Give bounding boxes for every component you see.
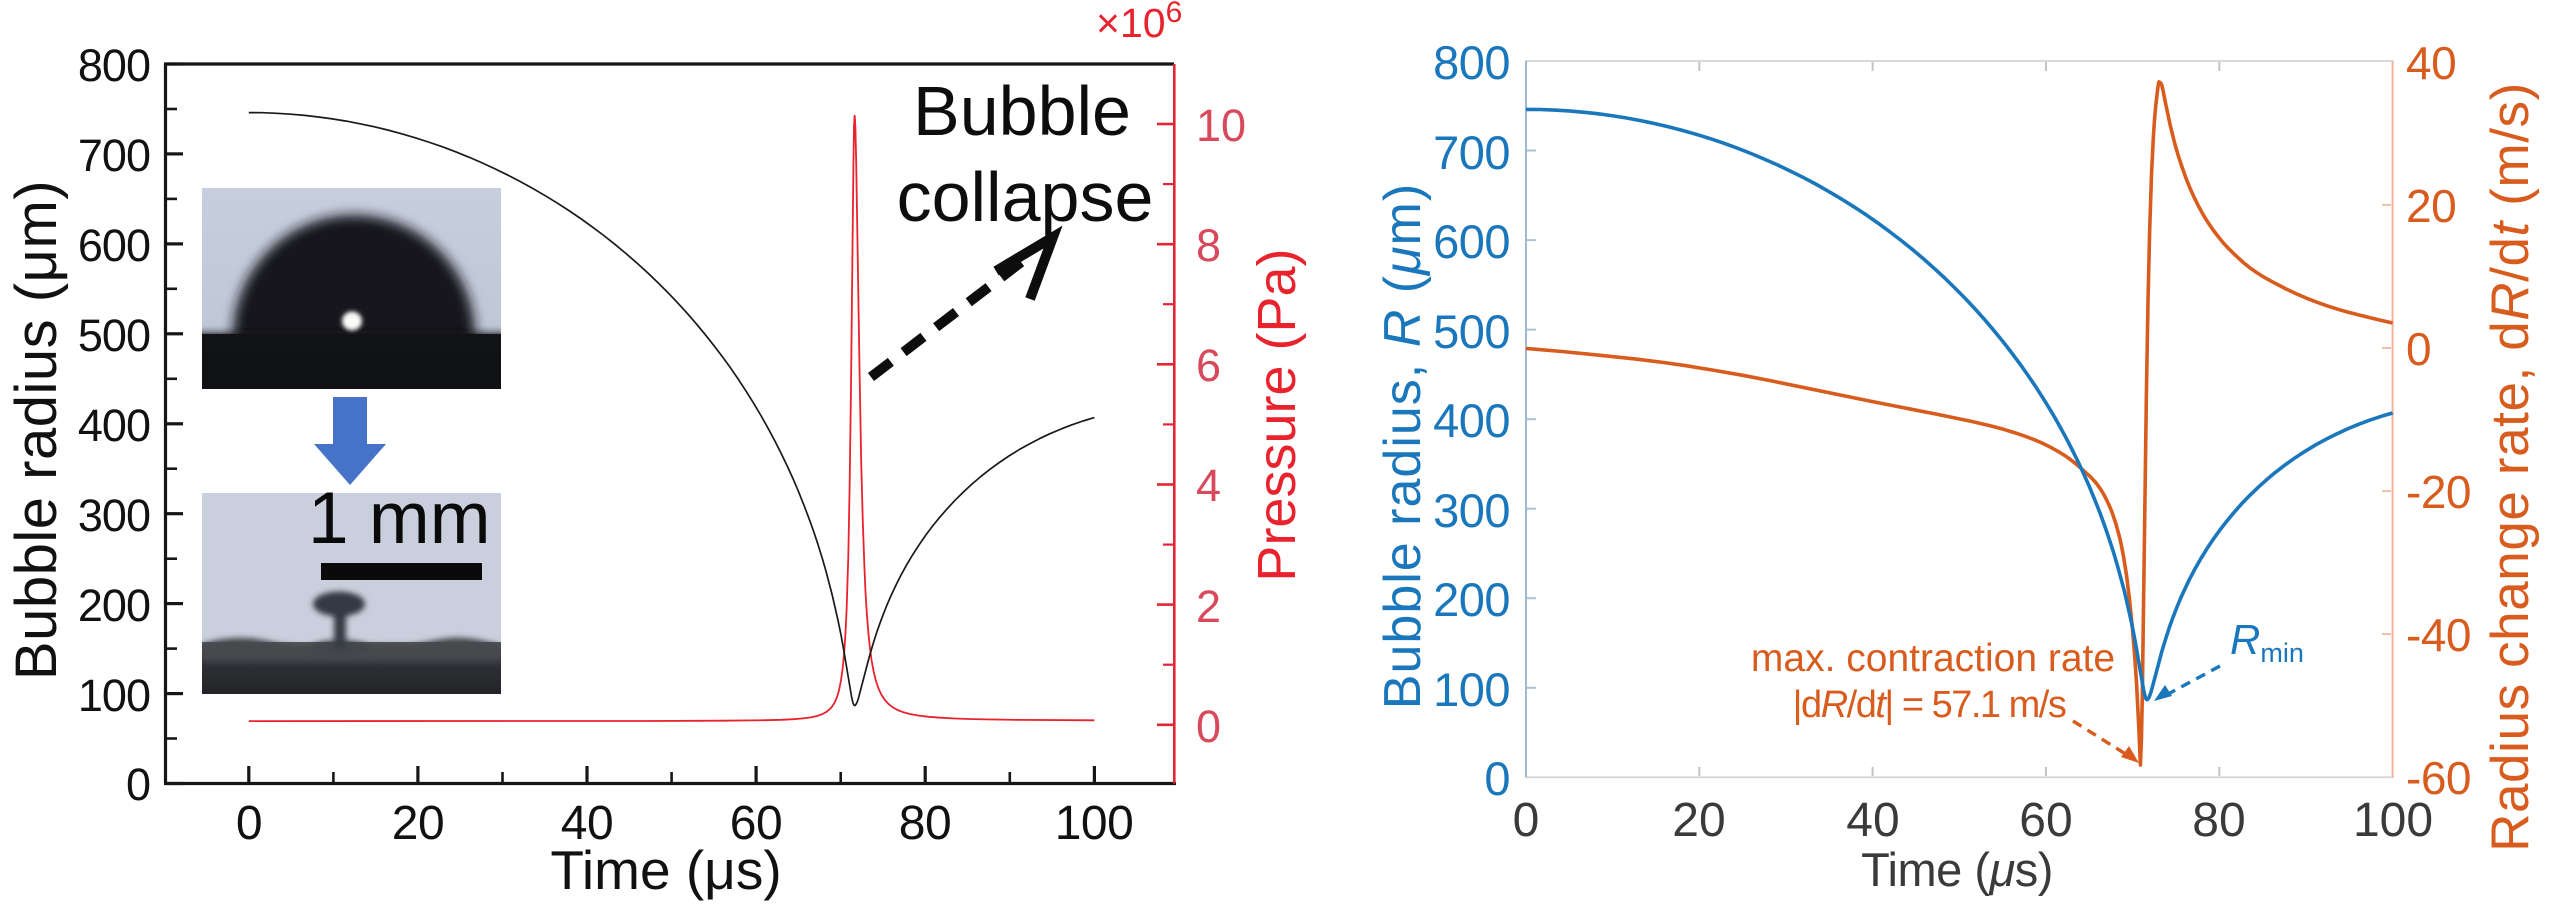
svg-text:1 mm: 1 mm [308, 478, 491, 559]
svg-text:|dR/dt| = 57.1 m/s: |dR/dt| = 57.1 m/s [1793, 684, 2066, 726]
svg-text:80: 80 [899, 797, 951, 850]
svg-text:0: 0 [236, 797, 262, 850]
svg-text:0: 0 [1484, 752, 1510, 805]
svg-text:Bubble radius (μm): Bubble radius (μm) [4, 180, 69, 680]
svg-text:8: 8 [1196, 220, 1221, 271]
svg-text:-40: -40 [2406, 609, 2471, 661]
svg-text:200: 200 [78, 580, 150, 631]
svg-text:Radius change rate, dR/dt (m/s: Radius change rate, dR/dt (m/s) [2481, 82, 2540, 852]
svg-text:Pressure (Pa): Pressure (Pa) [1247, 248, 1307, 581]
svg-text:400: 400 [1433, 394, 1510, 447]
svg-text:100: 100 [1055, 797, 1134, 850]
svg-text:20: 20 [1672, 794, 1725, 847]
svg-text:20: 20 [392, 797, 444, 850]
svg-text:2: 2 [1196, 581, 1221, 632]
svg-text:40: 40 [1846, 794, 1899, 847]
svg-text:600: 600 [1433, 215, 1510, 268]
svg-text:Time (μs): Time (μs) [1861, 843, 2053, 896]
svg-text:300: 300 [78, 490, 150, 541]
svg-text:100: 100 [78, 670, 150, 721]
svg-text:10: 10 [1196, 100, 1246, 151]
svg-text:40: 40 [561, 797, 613, 850]
svg-text:300: 300 [1433, 484, 1510, 537]
svg-text:Bubble radius, R (μm): Bubble radius, R (μm) [1374, 183, 1432, 709]
svg-text:Bubble: Bubble [913, 72, 1131, 150]
svg-text:40: 40 [2406, 37, 2456, 89]
svg-text:0: 0 [126, 759, 150, 810]
svg-text:700: 700 [1433, 126, 1510, 179]
svg-text:100: 100 [2353, 794, 2433, 847]
svg-text:0: 0 [1196, 701, 1221, 752]
svg-text:60: 60 [2019, 794, 2072, 847]
svg-text:500: 500 [1433, 305, 1510, 358]
svg-text:200: 200 [1433, 573, 1510, 626]
svg-text:60: 60 [730, 797, 782, 850]
svg-text:4: 4 [1196, 460, 1221, 511]
svg-text:0: 0 [2406, 323, 2431, 375]
svg-text:800: 800 [1433, 36, 1510, 89]
svg-text:600: 600 [78, 220, 150, 271]
svg-text:800: 800 [78, 40, 150, 91]
svg-text:0: 0 [1513, 794, 1540, 847]
svg-text:collapse: collapse [897, 158, 1154, 236]
svg-text:80: 80 [2192, 794, 2245, 847]
svg-text:20: 20 [2406, 180, 2456, 232]
svg-text:100: 100 [1433, 663, 1510, 716]
svg-text:-20: -20 [2406, 466, 2471, 518]
svg-text:Time (μs): Time (μs) [550, 839, 781, 901]
svg-text:700: 700 [78, 130, 150, 181]
svg-text:400: 400 [78, 400, 150, 451]
svg-text:max. contraction rate: max. contraction rate [1751, 637, 2115, 680]
svg-text:-60: -60 [2406, 752, 2471, 804]
svg-text:500: 500 [78, 310, 150, 361]
svg-text:6: 6 [1196, 340, 1221, 391]
